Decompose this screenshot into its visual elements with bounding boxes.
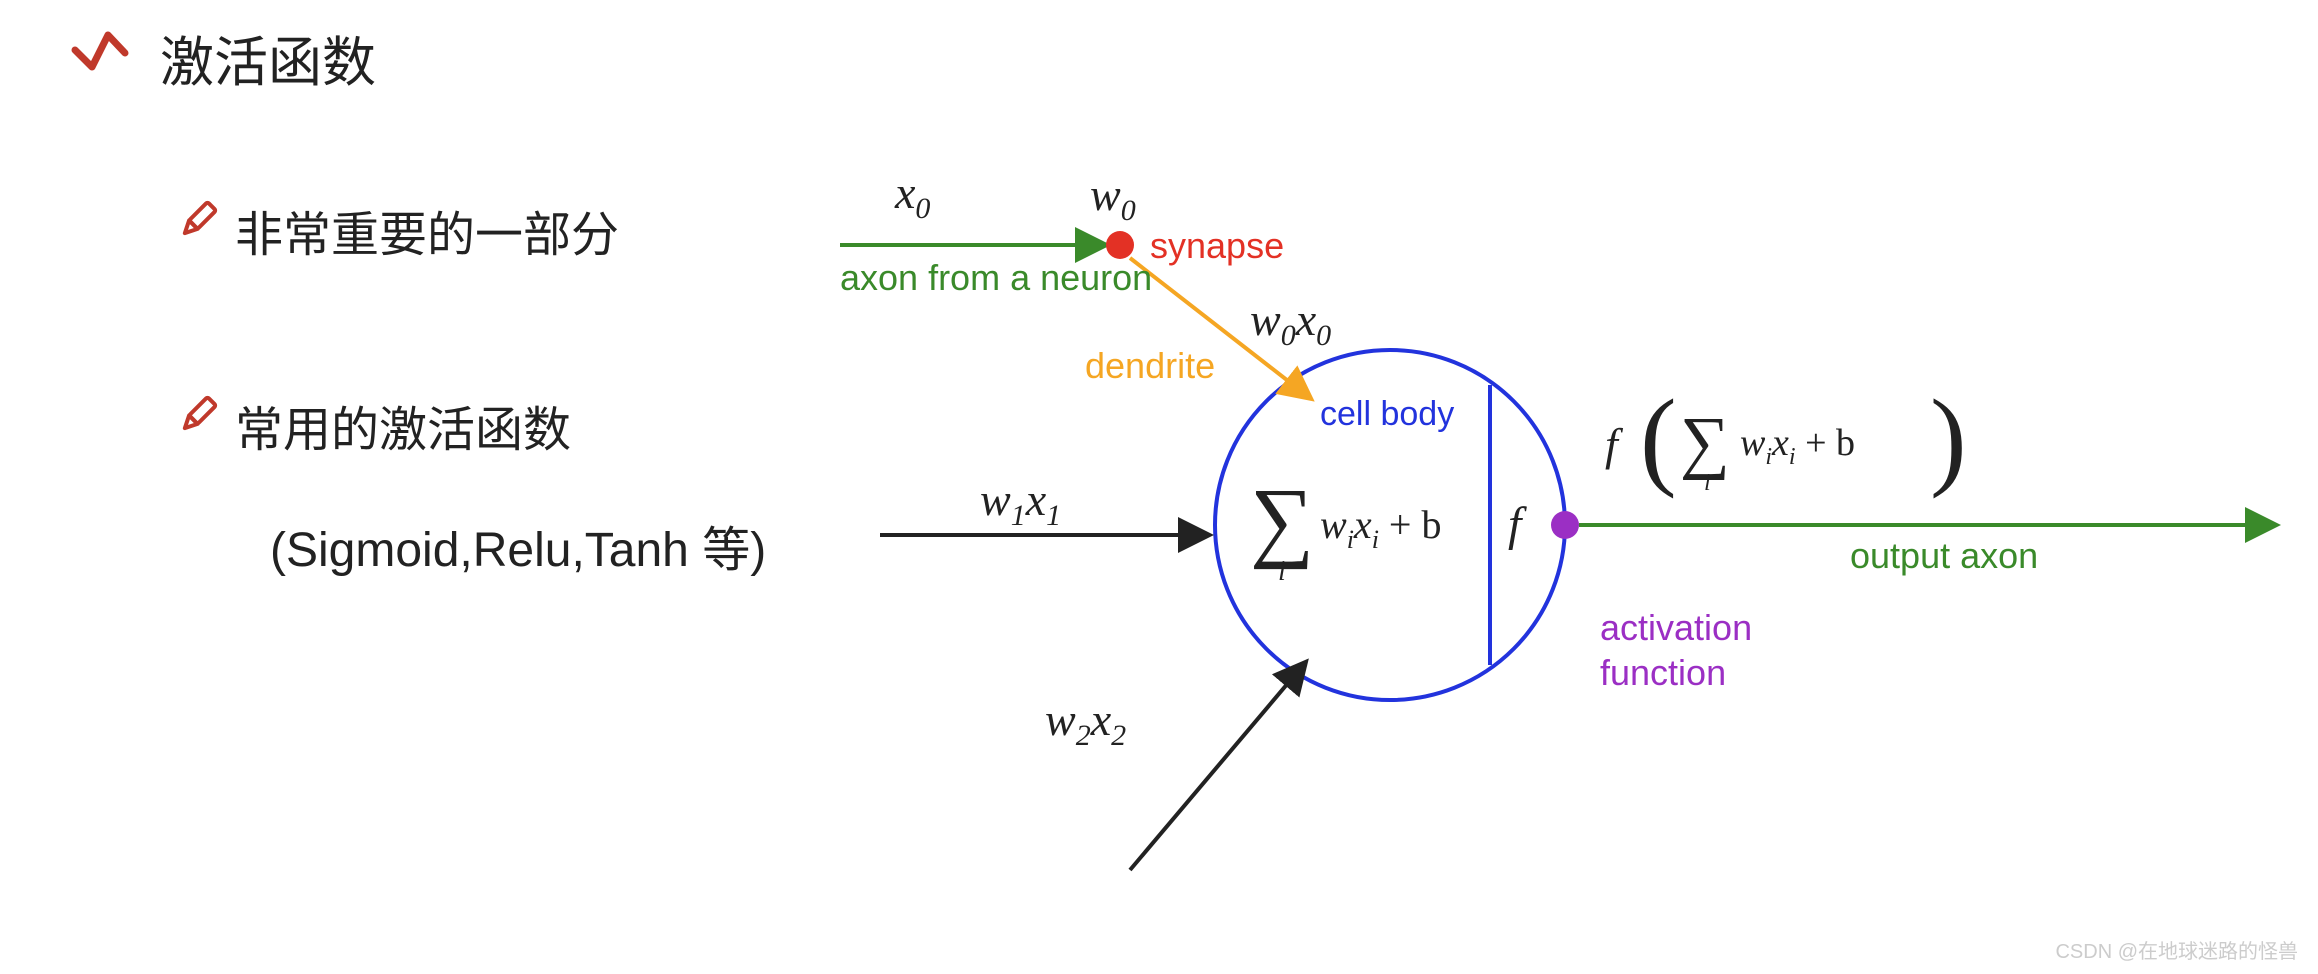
w1x1-label: w1x1 bbox=[980, 474, 1061, 532]
activation-label-1: activation bbox=[1600, 607, 1752, 648]
cellbody-label: cell body bbox=[1320, 395, 1454, 433]
paren-left: ( bbox=[1640, 377, 1677, 499]
axon-label: axon from a neuron bbox=[840, 257, 1152, 298]
output-dot bbox=[1551, 511, 1579, 539]
w0-label: w0 bbox=[1090, 169, 1136, 227]
neuron-diagram: x0 w0 axon from a neuron synapse dendrit… bbox=[830, 130, 2310, 930]
w2x2-label: w2x2 bbox=[1045, 694, 1126, 752]
synapse-dot bbox=[1106, 231, 1134, 259]
out-f: f bbox=[1605, 419, 1624, 470]
bullet1-text: 非常重要的一部分 bbox=[235, 195, 619, 265]
sum-expr: wixi + b bbox=[1320, 502, 1441, 554]
w2x2-arrow bbox=[1130, 663, 1305, 870]
pencil-icon bbox=[175, 195, 223, 243]
out-expr: wixi + b bbox=[1740, 422, 1855, 470]
synapse-label: synapse bbox=[1150, 225, 1284, 266]
paren-right: ) bbox=[1930, 377, 1967, 499]
dendrite-label: dendrite bbox=[1085, 345, 1215, 386]
out-sigma-sub: i bbox=[1704, 470, 1711, 496]
check-icon bbox=[70, 25, 130, 75]
output-axon-label: output axon bbox=[1850, 535, 2038, 576]
w0x0-label: w0x0 bbox=[1250, 294, 1331, 352]
x0-label: x0 bbox=[894, 167, 930, 225]
sigma-sub: i bbox=[1278, 556, 1286, 587]
f-letter: f bbox=[1508, 498, 1527, 551]
bullet2-text: 常用的激活函数 bbox=[235, 390, 571, 460]
title-text: 激活函数 bbox=[160, 18, 376, 97]
bullet2-sub: (Sigmoid,Relu,Tanh 等) bbox=[270, 510, 766, 580]
slide-root: 激活函数 非常重要的一部分 常用的激活函数 (Sigmoid,Relu,Tanh… bbox=[0, 0, 2318, 974]
watermark-text: CSDN @在地球迷路的怪兽 bbox=[2055, 935, 2298, 964]
pencil-icon bbox=[175, 390, 223, 438]
activation-label-2: function bbox=[1600, 652, 1726, 693]
